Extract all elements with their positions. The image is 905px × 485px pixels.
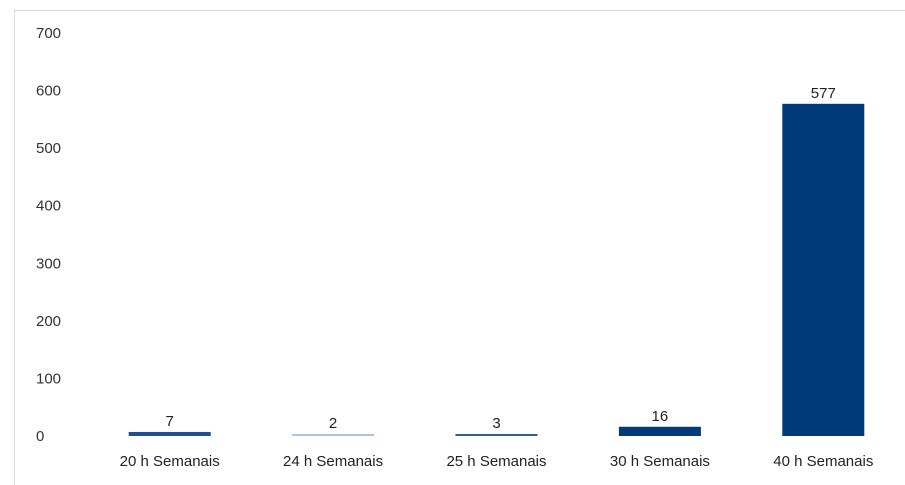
bar — [782, 103, 865, 436]
data-label: 577 — [811, 85, 836, 102]
y-tick-label: 500 — [36, 140, 61, 157]
x-tick-label: 25 h Semanais — [446, 453, 546, 470]
bar — [292, 434, 375, 436]
x-tick-label: 20 h Semanais — [120, 453, 220, 470]
y-tick-label: 0 — [36, 428, 44, 445]
bar — [455, 434, 538, 436]
chart-frame — [14, 10, 905, 485]
data-label: 16 — [652, 408, 669, 425]
y-tick-label: 600 — [36, 83, 61, 100]
y-tick-label: 100 — [36, 370, 61, 387]
y-tick-label: 700 — [36, 25, 61, 42]
x-tick-label: 30 h Semanais — [610, 453, 710, 470]
x-tick-label: 40 h Semanais — [773, 453, 873, 470]
data-label: 3 — [492, 415, 500, 432]
y-tick-label: 300 — [36, 255, 61, 272]
y-tick-label: 200 — [36, 313, 61, 330]
bar — [618, 426, 701, 436]
data-label: 7 — [166, 413, 174, 430]
x-tick-label: 24 h Semanais — [283, 453, 383, 470]
y-tick-label: 400 — [36, 198, 61, 215]
data-label: 2 — [329, 415, 337, 432]
bar — [128, 431, 211, 436]
